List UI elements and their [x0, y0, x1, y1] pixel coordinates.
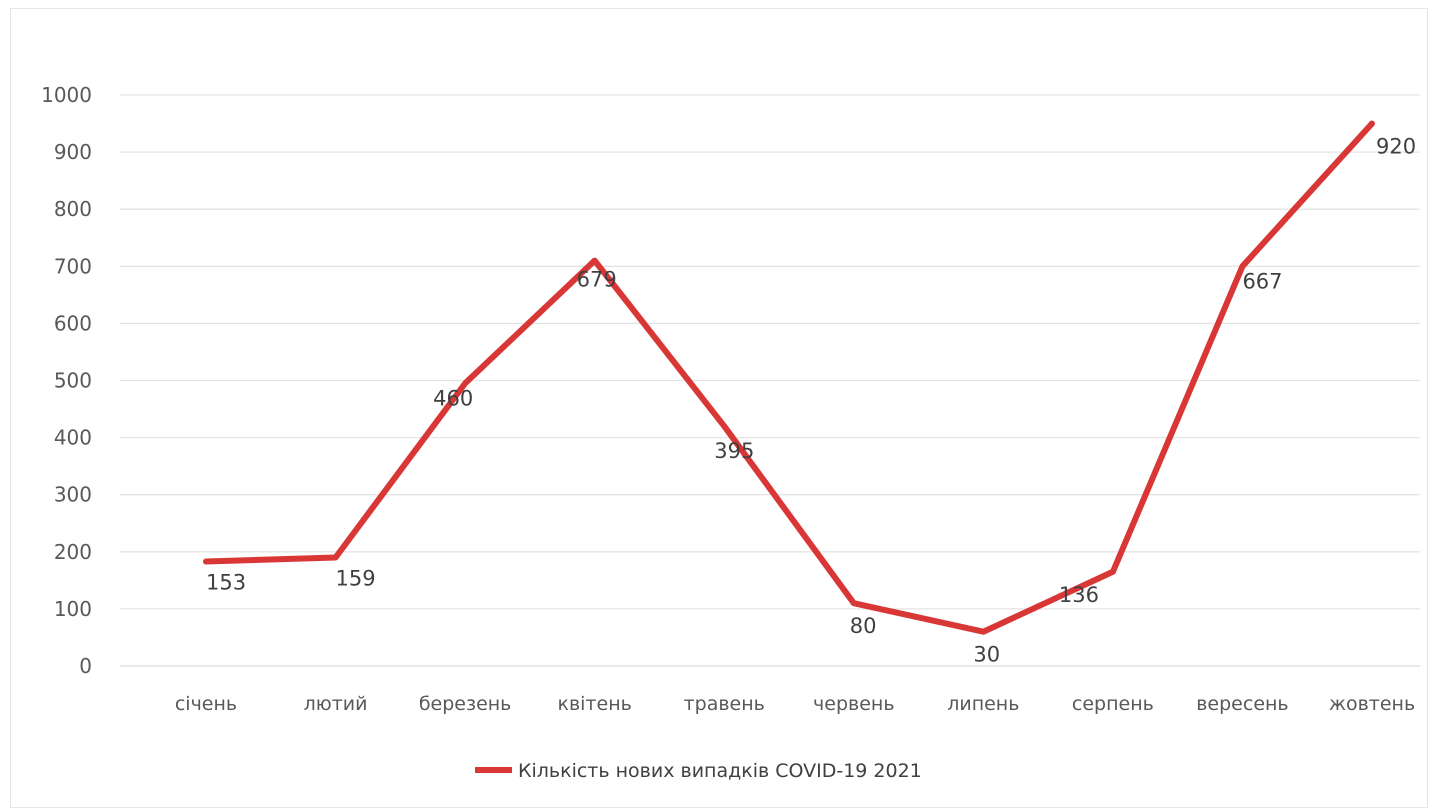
data-label: 460 — [433, 386, 473, 410]
data-labels: 153 159 460 679 395 80 30 136 667 920 — [206, 135, 1416, 667]
x-axis-category-labels: січень лютий березень квітень травень червень… — [175, 693, 1415, 715]
data-label: 30 — [973, 643, 1000, 667]
x-category-label: серпень — [1072, 693, 1154, 715]
y-tick-label: 400 — [54, 426, 92, 450]
y-tick-label: 800 — [54, 197, 92, 221]
x-category-label: травень — [684, 693, 765, 715]
y-tick-label: 300 — [54, 483, 92, 507]
series-lines — [203, 120, 1375, 635]
y-tick-label: 100 — [54, 597, 92, 621]
data-label: 667 — [1242, 269, 1282, 293]
chart-frame — [10, 8, 1428, 808]
y-tick-label: 1000 — [41, 83, 92, 107]
y-tick-label: 500 — [54, 369, 92, 393]
legend: Кількість нових випадків COVID-19 2021 — [475, 760, 922, 782]
x-category-label: липень — [947, 693, 1019, 715]
legend-label: Кількість нових випадків COVID-19 2021 — [518, 760, 922, 782]
data-label: 136 — [1059, 583, 1099, 607]
data-label: 920 — [1376, 135, 1416, 159]
data-label: 679 — [577, 268, 617, 292]
y-axis-tick-labels: 0 100 200 300 400 500 600 700 800 900 1000 — [41, 83, 92, 678]
y-tick-label: 700 — [54, 254, 92, 278]
y-tick-label: 600 — [54, 311, 92, 335]
x-category-label: лютий — [304, 693, 368, 715]
x-category-label: січень — [175, 693, 237, 715]
data-label: 80 — [850, 614, 877, 638]
y-tick-label: 900 — [54, 140, 92, 164]
x-category-label: червень — [813, 693, 894, 715]
data-label: 395 — [714, 439, 754, 463]
data-label: 153 — [206, 571, 246, 595]
gridlines — [120, 94, 1420, 667]
x-category-label: вересень — [1196, 693, 1288, 715]
data-label: 159 — [336, 567, 376, 591]
y-tick-label: 0 — [79, 654, 92, 678]
y-tick-label: 200 — [54, 540, 92, 564]
x-category-label: жовтень — [1329, 693, 1415, 715]
series-line — [203, 120, 1375, 635]
x-category-label: березень — [419, 693, 512, 715]
x-category-label: квітень — [557, 693, 631, 715]
